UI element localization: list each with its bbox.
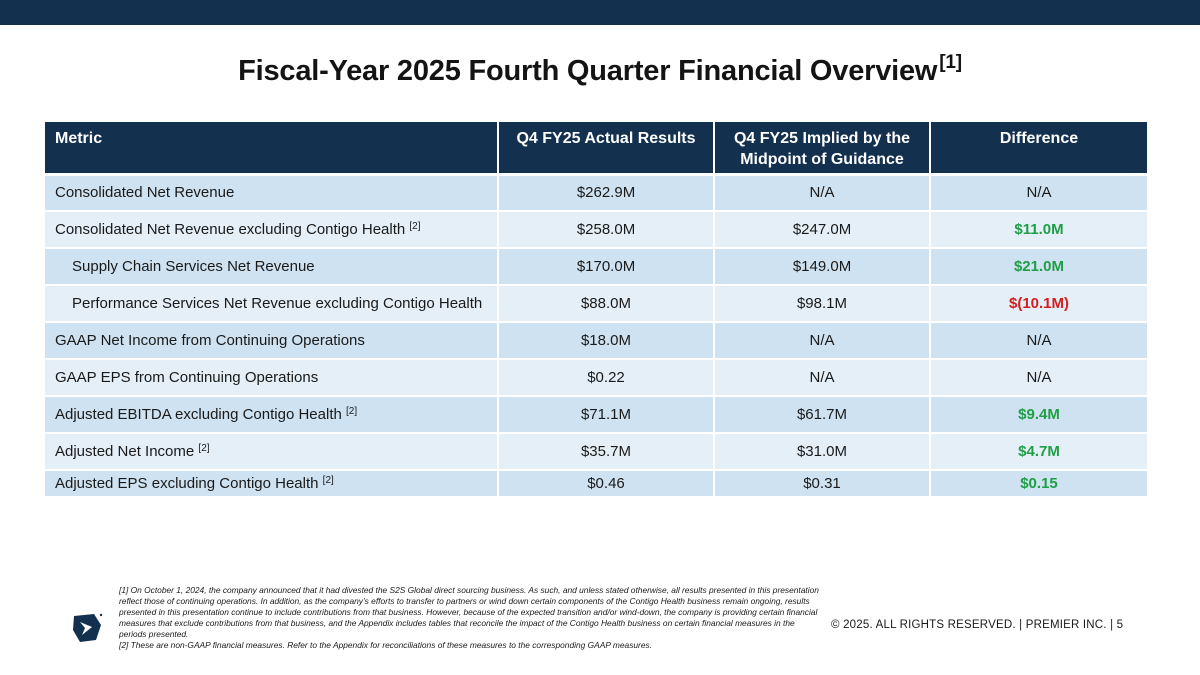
- footnotes: [1] On October 1, 2024, the company anno…: [119, 585, 819, 652]
- row-difference: $(10.1M): [930, 285, 1147, 323]
- footnote-2: [2] These are non-GAAP financial measure…: [119, 640, 653, 651]
- row-metric: Performance Services Net Revenue excludi…: [45, 285, 499, 323]
- page-title-text: Fiscal-Year 2025 Fourth Quarter Financia…: [238, 55, 938, 87]
- row-implied: $61.7M: [714, 396, 931, 434]
- row-actual: $88.0M: [498, 285, 715, 323]
- table-row: Performance Services Net Revenue excludi…: [45, 285, 1147, 323]
- premier-logo-icon: [70, 611, 104, 645]
- row-implied: $247.0M: [714, 211, 931, 249]
- row-metric: Consolidated Net Revenue: [45, 174, 499, 212]
- row-actual: $71.1M: [498, 396, 715, 434]
- row-metric: Supply Chain Services Net Revenue: [45, 248, 499, 286]
- footer-copyright: © 2025. ALL RIGHTS RESERVED. | PREMIER I…: [831, 619, 1124, 631]
- row-actual: $258.0M: [498, 211, 715, 249]
- row-metric: GAAP Net Income from Continuing Operatio…: [45, 322, 499, 360]
- page-title: Fiscal-Year 2025 Fourth Quarter Financia…: [0, 52, 1200, 88]
- table-row: GAAP EPS from Continuing Operations $0.2…: [45, 359, 1147, 397]
- financial-overview-table: Metric Q4 FY25 Actual Results Q4 FY25 Im…: [45, 122, 1147, 496]
- top-bar: [0, 0, 1200, 25]
- header-difference: Difference: [930, 122, 1147, 176]
- row-implied: N/A: [714, 174, 931, 212]
- row-actual: $262.9M: [498, 174, 715, 212]
- row-metric: GAAP EPS from Continuing Operations: [45, 359, 499, 397]
- row-actual: $35.7M: [498, 433, 715, 471]
- row-difference: $0.15: [930, 470, 1147, 496]
- table-row: Consolidated Net Revenue $262.9M N/A N/A: [45, 174, 1147, 212]
- table-row: Adjusted Net Income [2] $35.7M $31.0M $4…: [45, 433, 1147, 471]
- row-metric: Consolidated Net Revenue excluding Conti…: [45, 211, 499, 249]
- row-actual: $0.46: [498, 470, 715, 496]
- row-implied: $0.31: [714, 470, 931, 496]
- table-row: Consolidated Net Revenue excluding Conti…: [45, 211, 1147, 249]
- footnote-1: [1] On October 1, 2024, the company anno…: [119, 585, 819, 640]
- row-metric: Adjusted Net Income [2]: [45, 433, 499, 471]
- row-difference: $4.7M: [930, 433, 1147, 471]
- row-actual: $170.0M: [498, 248, 715, 286]
- row-difference: $21.0M: [930, 248, 1147, 286]
- table-row: GAAP Net Income from Continuing Operatio…: [45, 322, 1147, 360]
- row-note: [2]: [409, 221, 421, 232]
- table-row: Adjusted EBITDA excluding Contigo Health…: [45, 396, 1147, 434]
- row-implied: $149.0M: [714, 248, 931, 286]
- row-difference: N/A: [930, 359, 1147, 397]
- table-header-row: Metric Q4 FY25 Actual Results Q4 FY25 Im…: [45, 122, 1147, 176]
- header-actual: Q4 FY25 Actual Results: [498, 122, 715, 176]
- table-row: Adjusted EPS excluding Contigo Health [2…: [45, 470, 1147, 496]
- row-difference: $9.4M: [930, 396, 1147, 434]
- row-implied: N/A: [714, 322, 931, 360]
- row-note: [2]: [322, 475, 334, 486]
- row-metric: Adjusted EPS excluding Contigo Health [2…: [45, 470, 499, 496]
- row-implied: N/A: [714, 359, 931, 397]
- page-title-note: [1]: [939, 52, 962, 73]
- row-note: [2]: [198, 443, 210, 454]
- row-note: [2]: [346, 406, 358, 417]
- header-metric: Metric: [45, 122, 499, 176]
- row-metric: Adjusted EBITDA excluding Contigo Health…: [45, 396, 499, 434]
- row-actual: $0.22: [498, 359, 715, 397]
- table-row: Supply Chain Services Net Revenue $170.0…: [45, 248, 1147, 286]
- row-implied: $31.0M: [714, 433, 931, 471]
- row-difference: $11.0M: [930, 211, 1147, 249]
- header-implied: Q4 FY25 Implied by the Midpoint of Guida…: [714, 122, 931, 176]
- row-actual: $18.0M: [498, 322, 715, 360]
- row-difference: N/A: [930, 322, 1147, 360]
- row-difference: N/A: [930, 174, 1147, 212]
- row-implied: $98.1M: [714, 285, 931, 323]
